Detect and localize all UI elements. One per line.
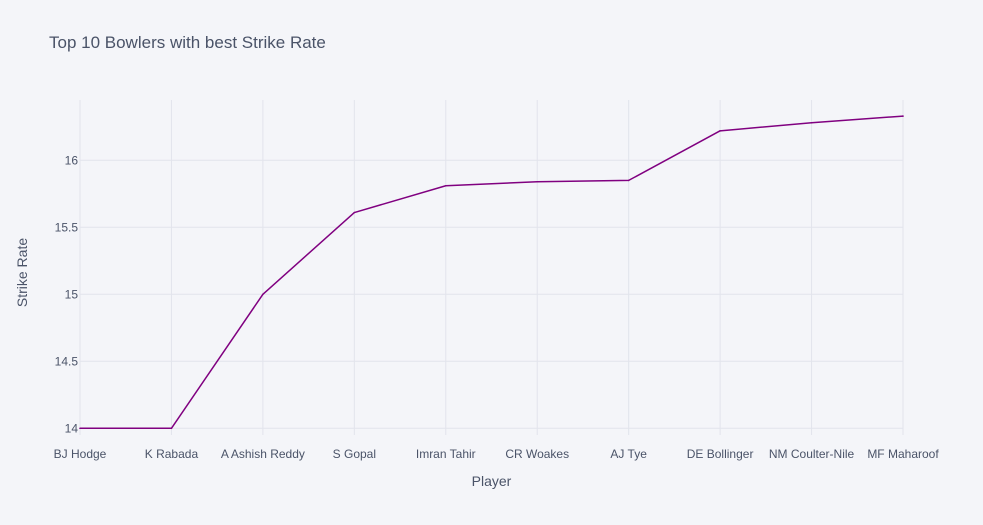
- data-point: [353, 211, 356, 214]
- data-point: [536, 180, 539, 183]
- x-gridlines: [79, 100, 904, 435]
- y-tick-label: 14: [65, 421, 79, 435]
- x-tick-label: DE Bollinger: [687, 447, 754, 461]
- x-tick-label: A Ashish Reddy: [221, 447, 305, 461]
- x-tick-label: NM Coulter-Nile: [769, 447, 855, 461]
- data-point: [170, 427, 173, 430]
- data-point: [262, 293, 264, 296]
- series-line: [80, 115, 904, 430]
- x-tick-label: Imran Tahir: [416, 447, 476, 461]
- y-tick-labels: 14 14.5 15 15.5 16: [55, 153, 79, 435]
- data-point: [444, 184, 447, 187]
- series-group: [79, 115, 904, 430]
- y-axis-title: Strike Rate: [14, 238, 30, 307]
- x-tick-label: K Rabada: [145, 447, 199, 461]
- x-axis-title: Player: [472, 473, 512, 489]
- data-point: [719, 130, 721, 132]
- data-point: [810, 121, 813, 124]
- y-tick-label: 16: [65, 153, 79, 167]
- y-tick-label: 15.5: [55, 220, 79, 234]
- y-tick-label: 15: [65, 287, 79, 301]
- x-tick-labels: BJ Hodge K Rabada A Ashish Reddy S Gopal Imr…: [54, 447, 940, 461]
- x-tick-label: MF Maharoof: [867, 447, 939, 461]
- x-tick-label: CR Woakes: [505, 447, 569, 461]
- y-gridlines: [80, 159, 903, 429]
- y-tick-label: 14.5: [55, 354, 79, 368]
- data-point: [627, 179, 630, 182]
- x-tick-label: AJ Tye: [610, 447, 647, 461]
- data-point: [79, 427, 81, 430]
- x-tick-label: S Gopal: [333, 447, 376, 461]
- chart-title: Top 10 Bowlers with best Strike Rate: [49, 33, 326, 52]
- x-tick-label: BJ Hodge: [54, 447, 107, 461]
- data-point: [902, 115, 904, 117]
